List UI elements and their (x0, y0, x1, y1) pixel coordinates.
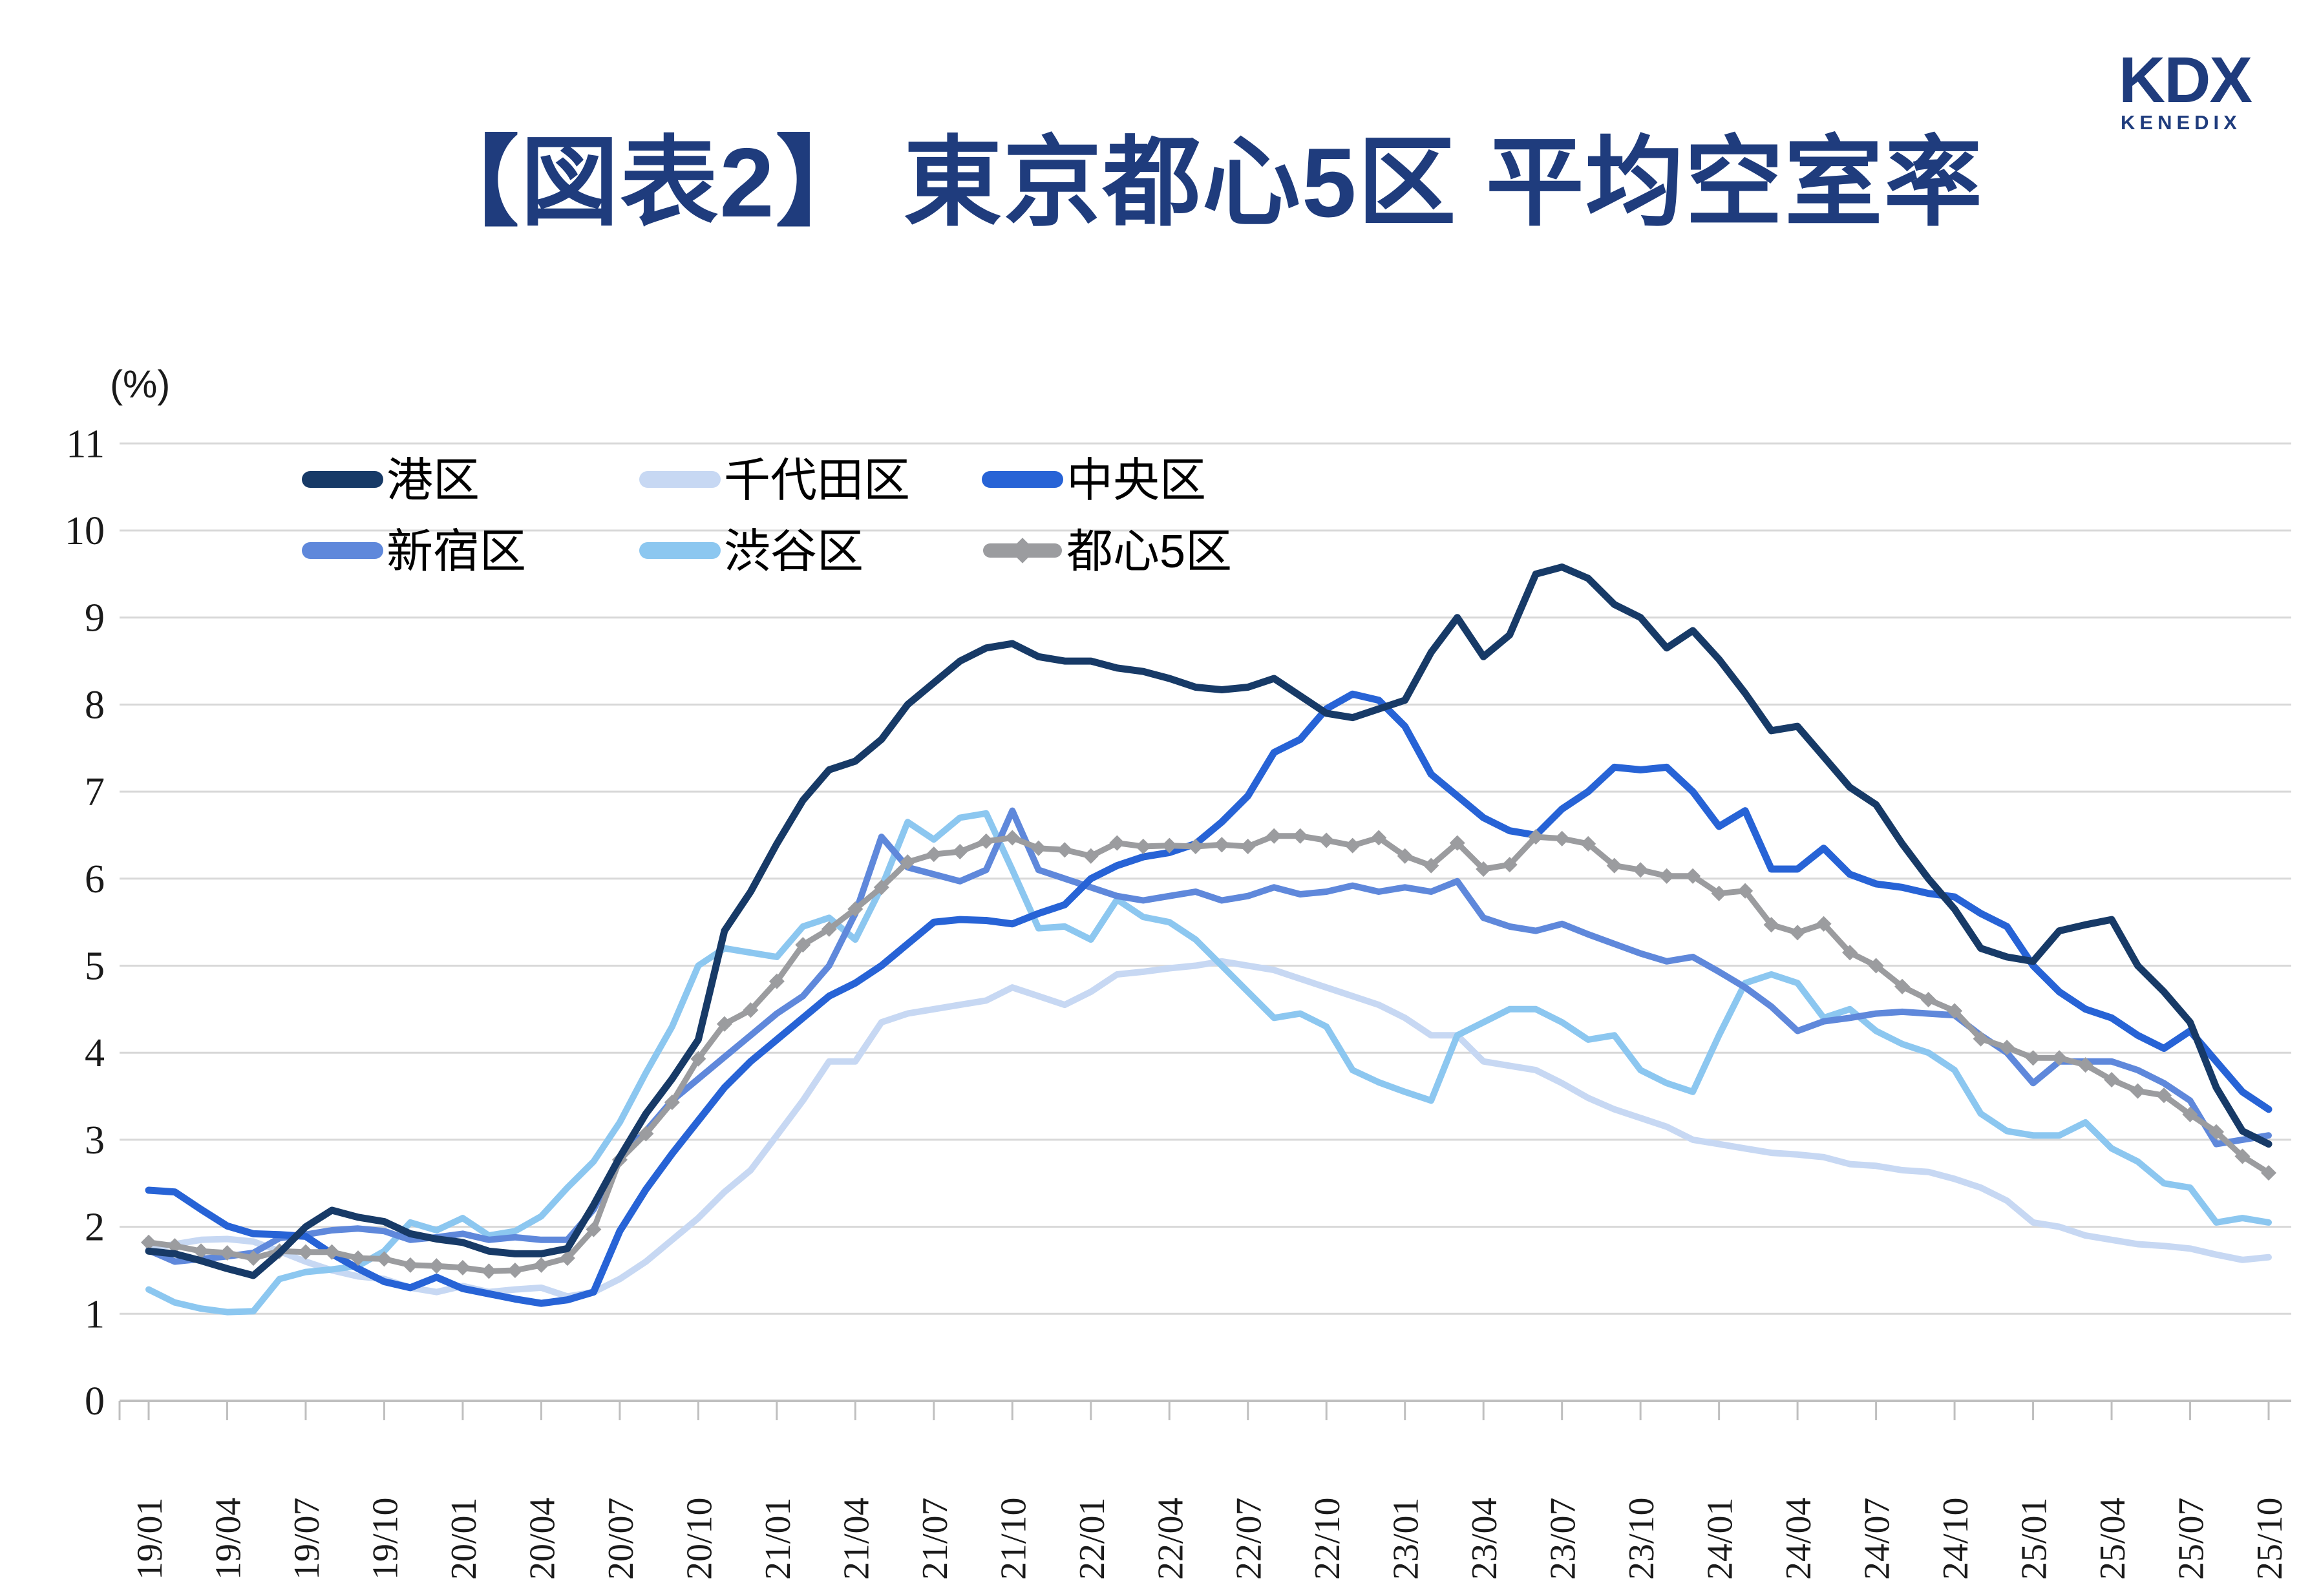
legend-marker-toshin5-diamond (1010, 538, 1035, 563)
y-axis-unit-label: (%) (110, 362, 170, 406)
x-tick-label-24/07: 24/07 (1858, 1497, 1898, 1580)
y-tick-label-8: 8 (85, 683, 105, 727)
x-tick-label-23/07: 23/07 (1543, 1497, 1584, 1580)
x-tick-label-20/01: 20/01 (444, 1497, 484, 1580)
legend-item-minato: 港区 (302, 455, 480, 507)
chart-legend: 港区 千代田区 中央区 新宿区 渋谷区 都心5区 (302, 455, 1232, 578)
page-title: 【図表2】 東京都心5区 平均空室率 (421, 128, 1984, 238)
x-tick-label-25/10: 25/10 (2250, 1497, 2290, 1580)
legend-item-shibuya: 渋谷区 (639, 526, 864, 578)
x-tick-label-25/07: 25/07 (2172, 1497, 2212, 1580)
y-tick-label-11: 11 (66, 422, 105, 466)
legend-label-chiyoda: 千代田区 (724, 455, 910, 507)
legend-item-chiyoda: 千代田区 (639, 455, 910, 507)
legend-label-shinjuku: 新宿区 (387, 526, 526, 578)
x-tick-label-19/07: 19/07 (287, 1497, 327, 1580)
kenedix-logo-text: KENEDIX (2121, 111, 2241, 134)
x-tick-label-22/10: 22/10 (1308, 1497, 1348, 1580)
legend-label-shibuya: 渋谷区 (724, 526, 864, 578)
y-tick-label-7: 7 (85, 770, 105, 814)
legend-item-toshin5: 都心5区 (983, 526, 1232, 578)
y-tick-label-6: 6 (85, 857, 105, 901)
x-tick-label-25/01: 25/01 (2015, 1497, 2055, 1580)
x-tick-label-21/07: 21/07 (915, 1497, 955, 1580)
series-lines (140, 563, 2277, 1316)
x-tick-label-23/01: 23/01 (1386, 1497, 1426, 1580)
x-tick-label-19/10: 19/10 (365, 1497, 405, 1580)
y-tick-label-5: 5 (85, 945, 105, 989)
legend-label-minato: 港区 (387, 455, 480, 507)
x-tick-label-19/01: 19/01 (130, 1497, 170, 1580)
y-tick-label-4: 4 (85, 1031, 105, 1075)
x-tick-label-21/01: 21/01 (758, 1497, 798, 1580)
x-tick-label-23/10: 23/10 (1622, 1497, 1662, 1580)
y-tick-label-1: 1 (85, 1292, 105, 1336)
x-tick-label-20/10: 20/10 (679, 1497, 719, 1580)
x-tick-label-20/04: 20/04 (522, 1497, 562, 1580)
series-line-港区 (145, 563, 2273, 1279)
x-tick-label-22/04: 22/04 (1150, 1497, 1191, 1580)
legend-item-shinjuku: 新宿区 (302, 526, 526, 578)
kdx-logo-text: KDX (2119, 44, 2252, 116)
legend-label-toshin5: 都心5区 (1066, 526, 1232, 578)
x-tick-label-23/04: 23/04 (1465, 1497, 1505, 1580)
x-axis-ticks (118, 1401, 2270, 1420)
x-axis-labels: 19/01 19/04 19/07 19/10 20/01 20/04 20/07 20/10… (130, 1497, 2290, 1580)
x-tick-label-21/10: 21/10 (993, 1497, 1033, 1580)
x-tick-label-19/04: 19/04 (208, 1497, 248, 1580)
y-tick-label-3: 3 (85, 1118, 105, 1162)
x-tick-label-20/07: 20/07 (601, 1497, 641, 1580)
x-tick-label-25/04: 25/04 (2093, 1497, 2133, 1580)
y-tick-label-0: 0 (85, 1380, 105, 1423)
x-tick-label-24/04: 24/04 (1779, 1497, 1819, 1580)
y-tick-label-9: 9 (85, 596, 105, 640)
x-tick-label-21/04: 21/04 (836, 1497, 876, 1580)
y-axis-labels: 0 1 2 3 4 5 6 7 8 9 10 11 (65, 422, 105, 1423)
x-tick-label-22/07: 22/07 (1229, 1497, 1269, 1580)
x-tick-label-22/01: 22/01 (1072, 1497, 1112, 1580)
series-line-都心5区 (140, 828, 2277, 1279)
x-tick-label-24/10: 24/10 (1936, 1497, 1976, 1580)
legend-item-chuo: 中央区 (982, 455, 1206, 507)
kdx-logo: KDX KENEDIX (2119, 44, 2253, 134)
legend-label-chuo: 中央区 (1066, 455, 1206, 507)
y-tick-label-10: 10 (65, 509, 105, 553)
y-tick-label-2: 2 (85, 1206, 105, 1250)
x-tick-label-24/01: 24/01 (1701, 1497, 1741, 1580)
